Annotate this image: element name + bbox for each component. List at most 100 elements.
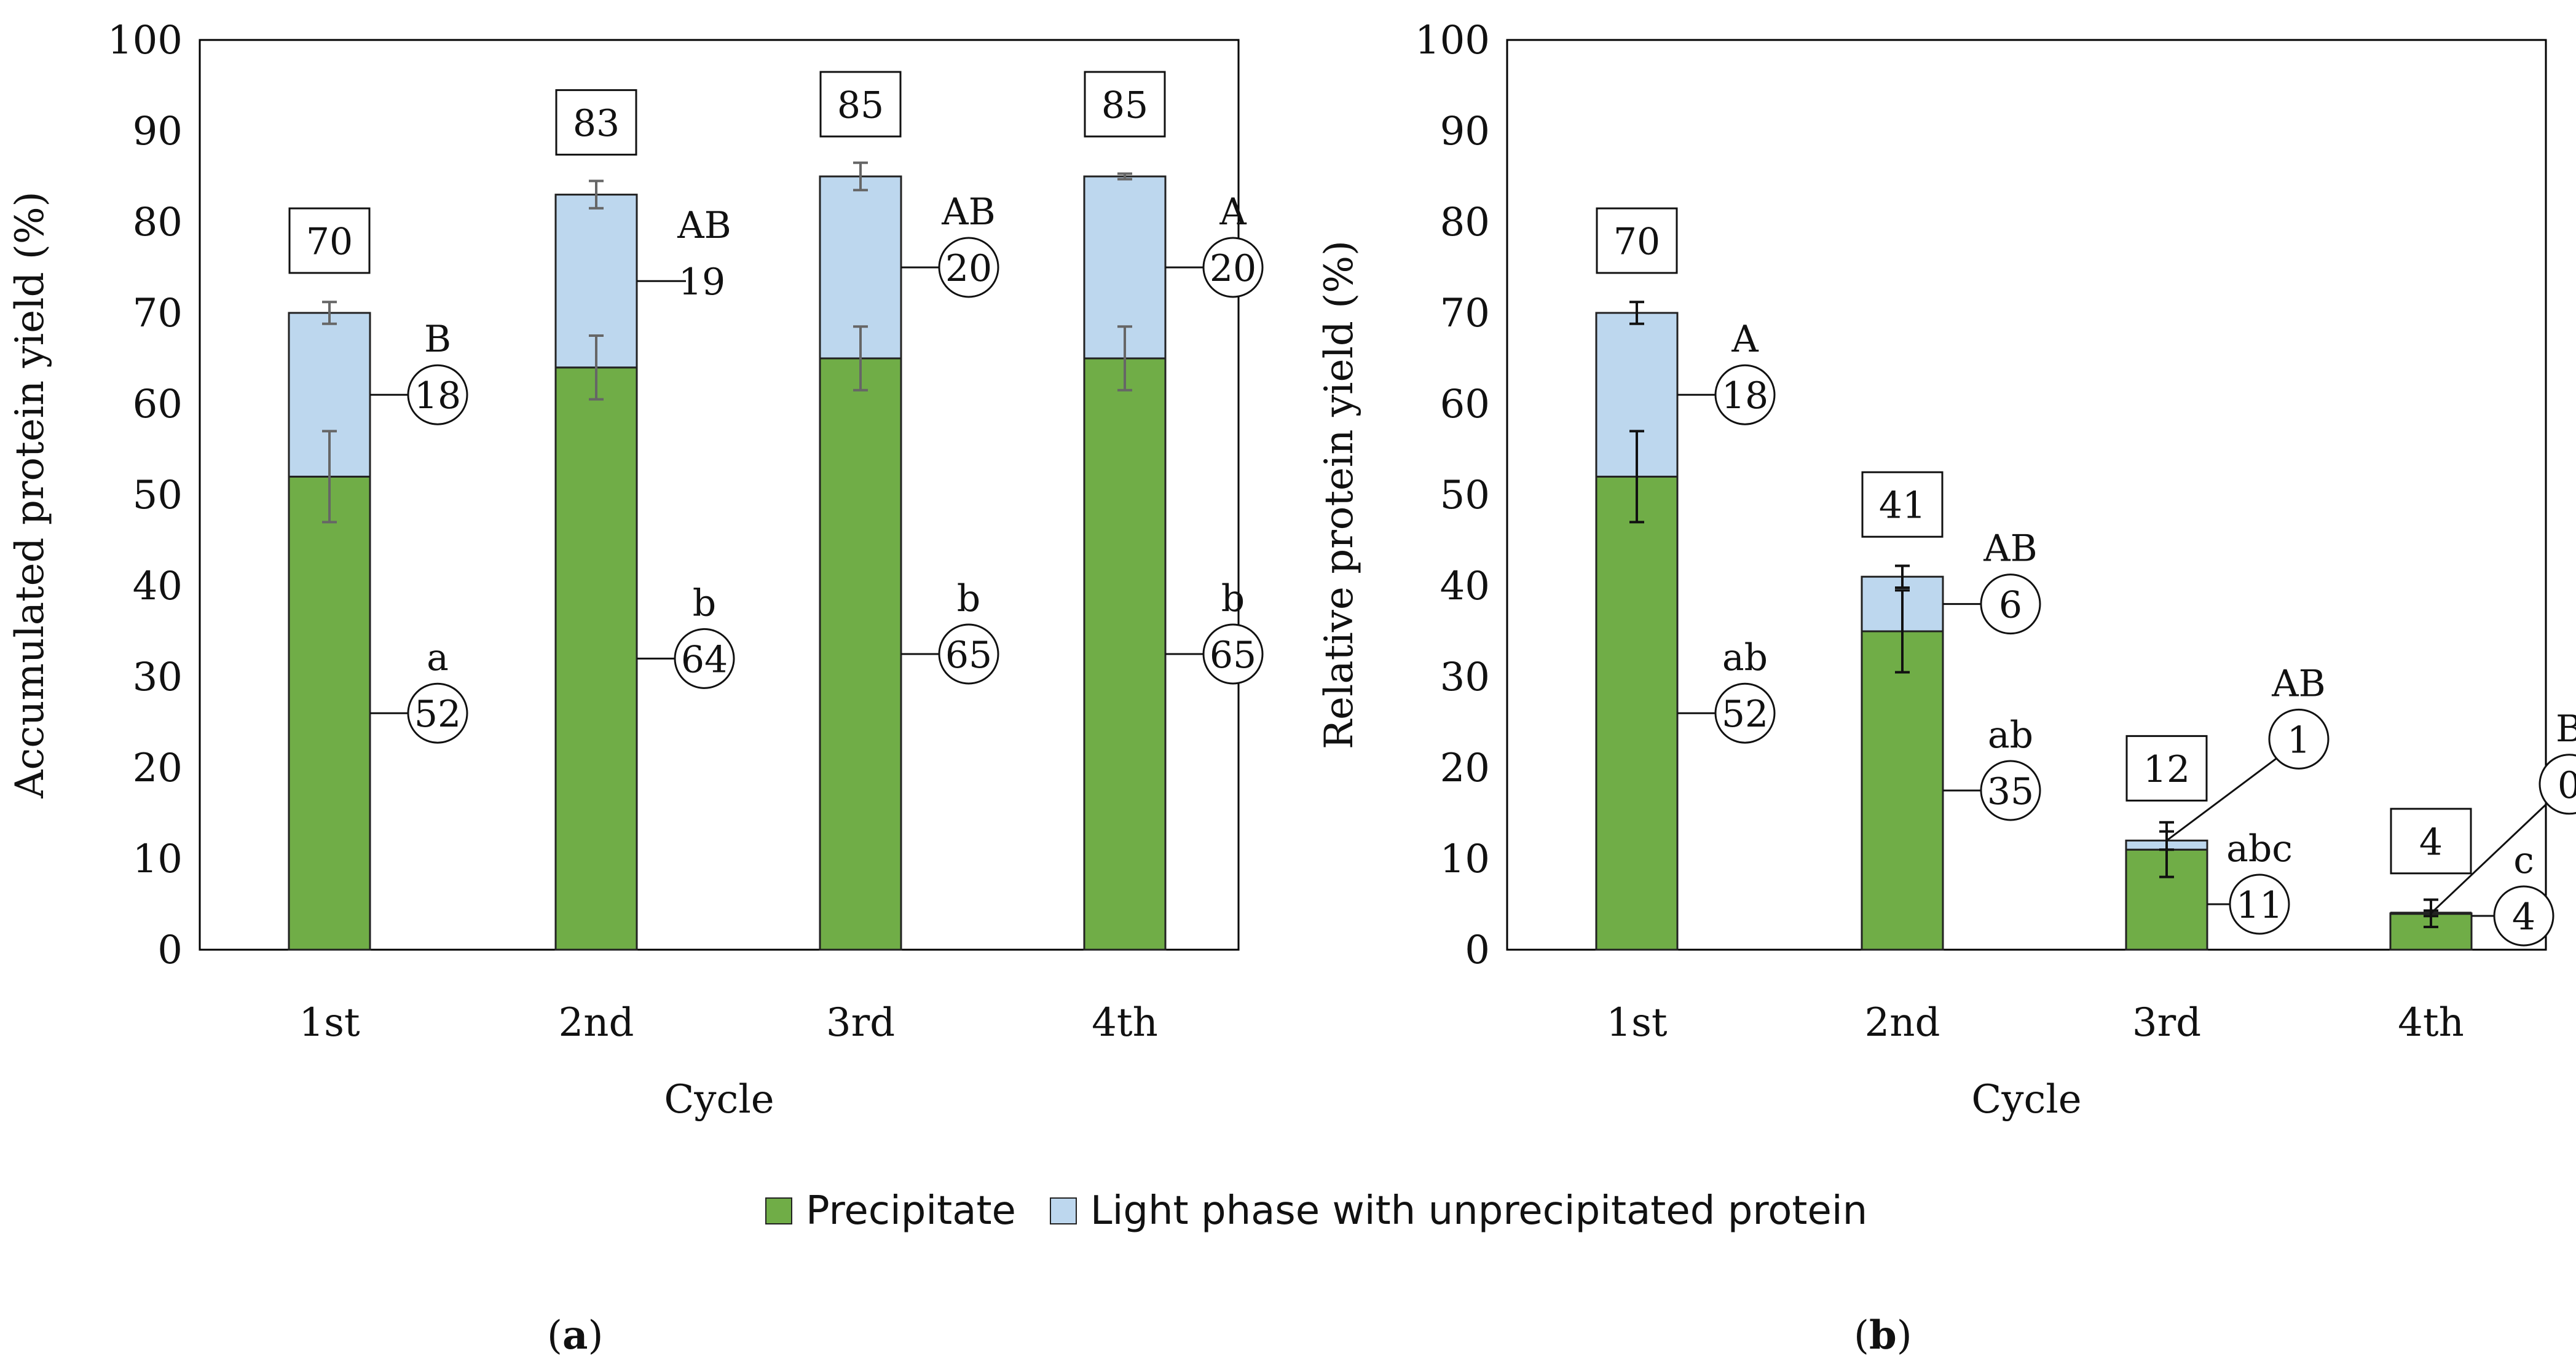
significance-letter-light-phase: A	[1731, 318, 1759, 361]
value-label-light-phase: 18	[414, 374, 461, 417]
panel-label-a: (a)	[547, 1312, 604, 1358]
bar-precipitate	[819, 357, 902, 951]
value-label-light-phase: 20	[945, 247, 992, 290]
y-tick-label: 100	[1415, 18, 1490, 63]
significance-letter-light-phase: A	[1219, 191, 1247, 234]
value-circle-precipitate	[1202, 623, 1264, 685]
total-box	[1084, 71, 1166, 138]
y-tick-label: 40	[1440, 564, 1490, 609]
error-bar-precipitate	[1895, 589, 1910, 674]
y-tick-label: 90	[133, 109, 183, 154]
y-tick-label: 10	[1440, 837, 1490, 882]
significance-letter-precipitate: abc	[2226, 827, 2293, 870]
value-circle-precipitate	[2229, 873, 2290, 935]
x-tick-label: 1st	[1606, 1000, 1668, 1046]
y-tick-label: 40	[133, 564, 183, 609]
significance-letter-precipitate: ab	[1722, 636, 1768, 679]
y-tick-label: 30	[1440, 655, 1490, 700]
value-label-light-phase: 20	[1210, 247, 1256, 290]
total-label: 83	[573, 102, 620, 145]
x-tick-label: 4th	[1092, 1000, 1158, 1046]
value-circle-precipitate	[1714, 682, 1776, 744]
legend: Precipitate Light phase with unprecipita…	[765, 1186, 1901, 1236]
error-bar-light-phase	[322, 301, 337, 325]
plot-frame	[1506, 39, 2547, 951]
value-label-precipitate: 52	[414, 693, 461, 736]
total-box	[819, 71, 902, 138]
value-circle-light-phase	[1202, 237, 1264, 298]
total-label: 12	[2143, 748, 2190, 791]
significance-letter-precipitate: b	[1221, 577, 1245, 620]
value-circle-light-phase	[407, 364, 468, 425]
y-tick-label: 80	[133, 200, 183, 245]
error-bar-precipitate	[589, 334, 604, 401]
value-label-precipitate: 4	[2512, 896, 2535, 939]
significance-letter-light-phase: AB	[2271, 662, 2325, 705]
error-bar-light-phase	[589, 179, 604, 210]
error-bar-light-phase	[1117, 172, 1132, 181]
total-label: 85	[837, 84, 884, 127]
value-circle-precipitate	[674, 628, 735, 689]
y-tick-label: 90	[1440, 109, 1490, 154]
value-circle-light-phase	[2268, 708, 2330, 770]
plot-frame	[199, 39, 1240, 951]
y-tick-label: 0	[157, 928, 183, 973]
panel-label-b: (b)	[1854, 1312, 1912, 1358]
error-bar-precipitate	[853, 325, 868, 392]
x-tick-label: 3rd	[826, 1000, 895, 1046]
total-box	[288, 207, 371, 274]
x-axis-label: Cycle	[1971, 1077, 2081, 1122]
y-tick-label: 80	[1440, 200, 1490, 245]
value-circle-precipitate	[938, 623, 999, 685]
error-bar-light-phase	[1629, 301, 1644, 325]
value-circle-precipitate	[407, 682, 468, 744]
significance-letter-light-phase: AB	[941, 191, 995, 234]
significance-letter-precipitate: c	[2513, 839, 2534, 882]
total-box	[1596, 207, 1678, 274]
value-label-precipitate: 65	[945, 634, 992, 677]
x-tick-label: 2nd	[559, 1000, 634, 1046]
significance-letter-light-phase: B	[2556, 708, 2576, 751]
value-label-precipitate: 65	[1210, 634, 1256, 677]
chart-a: 0 10 20 30 40 50 60 70 80 90 100 Accumulated protei…	[7, 18, 1264, 1122]
y-tick-label: 100	[108, 18, 183, 63]
y-tick-label: 50	[133, 473, 183, 518]
value-circle-light-phase	[1980, 574, 2041, 635]
error-bar-precipitate	[1117, 325, 1132, 392]
value-label-light-phase: 1	[2287, 719, 2310, 762]
significance-letter-light-phase: AB	[677, 204, 731, 247]
value-label-precipitate: 11	[2236, 884, 2283, 927]
total-box	[1861, 471, 1944, 538]
bar-precipitate	[554, 366, 638, 951]
y-axis-label: Relative protein yield (%)	[1317, 240, 1362, 749]
legend-item-precipitate: Precipitate	[765, 1188, 1016, 1234]
value-circle-precipitate	[1980, 760, 2041, 821]
total-label: 70	[1613, 221, 1660, 264]
significance-letter-precipitate: b	[957, 577, 980, 620]
y-tick-label: 60	[133, 382, 183, 427]
value-label-precipitate: 64	[681, 638, 728, 681]
x-tick-label: 2nd	[1865, 1000, 1940, 1046]
value-circle-precipitate	[2493, 885, 2554, 947]
x-tick-label: 1st	[299, 1000, 360, 1046]
y-tick-label: 0	[1465, 928, 1490, 973]
total-label: 70	[306, 221, 353, 264]
total-label: 4	[2419, 821, 2443, 864]
value-label-precipitate: 35	[1987, 770, 2034, 813]
y-tick-label: 20	[133, 746, 183, 791]
legend-item-light-phase: Light phase with unprecipitated protein	[1049, 1188, 1867, 1234]
y-tick-label: 70	[1440, 291, 1490, 336]
significance-letter-light-phase: AB	[1983, 527, 2037, 570]
total-label: 41	[1879, 484, 1926, 527]
value-label-light-phase: 18	[1722, 374, 1768, 417]
value-circle-light-phase	[938, 237, 999, 298]
error-bar-precipitate	[322, 430, 337, 524]
y-tick-label: 60	[1440, 382, 1490, 427]
x-tick-label: 3rd	[2132, 1000, 2201, 1046]
value-label-precipitate: 52	[1722, 693, 1768, 736]
total-box	[2390, 808, 2472, 875]
significance-letter-light-phase: B	[424, 318, 451, 361]
y-tick-label: 10	[133, 837, 183, 882]
